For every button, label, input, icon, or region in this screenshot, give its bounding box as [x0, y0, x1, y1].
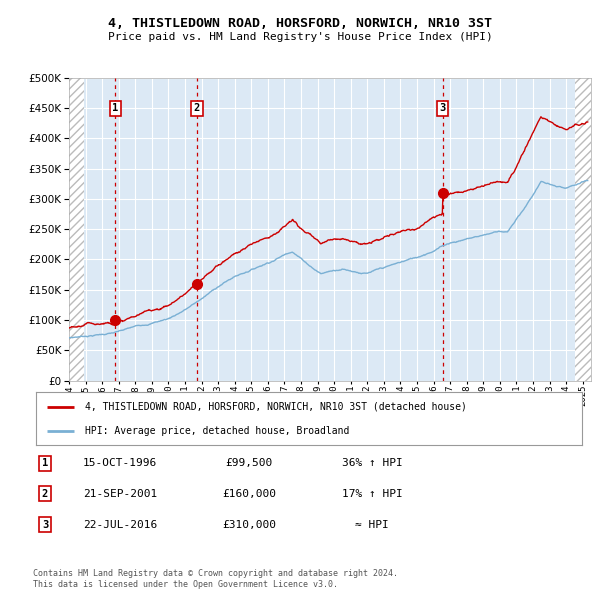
Text: Price paid vs. HM Land Registry's House Price Index (HPI): Price paid vs. HM Land Registry's House …: [107, 32, 493, 42]
Text: HPI: Average price, detached house, Broadland: HPI: Average price, detached house, Broa…: [85, 425, 350, 435]
Text: 15-OCT-1996: 15-OCT-1996: [83, 458, 157, 468]
Text: 2: 2: [42, 489, 48, 499]
Text: 21-SEP-2001: 21-SEP-2001: [83, 489, 157, 499]
Text: 4, THISTLEDOWN ROAD, HORSFORD, NORWICH, NR10 3ST (detached house): 4, THISTLEDOWN ROAD, HORSFORD, NORWICH, …: [85, 402, 467, 412]
Text: 3: 3: [440, 103, 446, 113]
Bar: [575, 78, 591, 381]
Text: Contains HM Land Registry data © Crown copyright and database right 2024.
This d: Contains HM Land Registry data © Crown c…: [33, 569, 398, 589]
Text: 4, THISTLEDOWN ROAD, HORSFORD, NORWICH, NR10 3ST: 4, THISTLEDOWN ROAD, HORSFORD, NORWICH, …: [108, 17, 492, 30]
Text: 17% ↑ HPI: 17% ↑ HPI: [341, 489, 403, 499]
Text: 22-JUL-2016: 22-JUL-2016: [83, 520, 157, 529]
Text: £160,000: £160,000: [222, 489, 276, 499]
Text: £310,000: £310,000: [222, 520, 276, 529]
Text: 3: 3: [42, 520, 48, 529]
Text: 2: 2: [194, 103, 200, 113]
Text: 36% ↑ HPI: 36% ↑ HPI: [341, 458, 403, 468]
Text: 1: 1: [42, 458, 48, 468]
Text: 1: 1: [112, 103, 118, 113]
Text: ≈ HPI: ≈ HPI: [355, 520, 389, 529]
Bar: [69, 78, 84, 381]
Text: £99,500: £99,500: [226, 458, 272, 468]
